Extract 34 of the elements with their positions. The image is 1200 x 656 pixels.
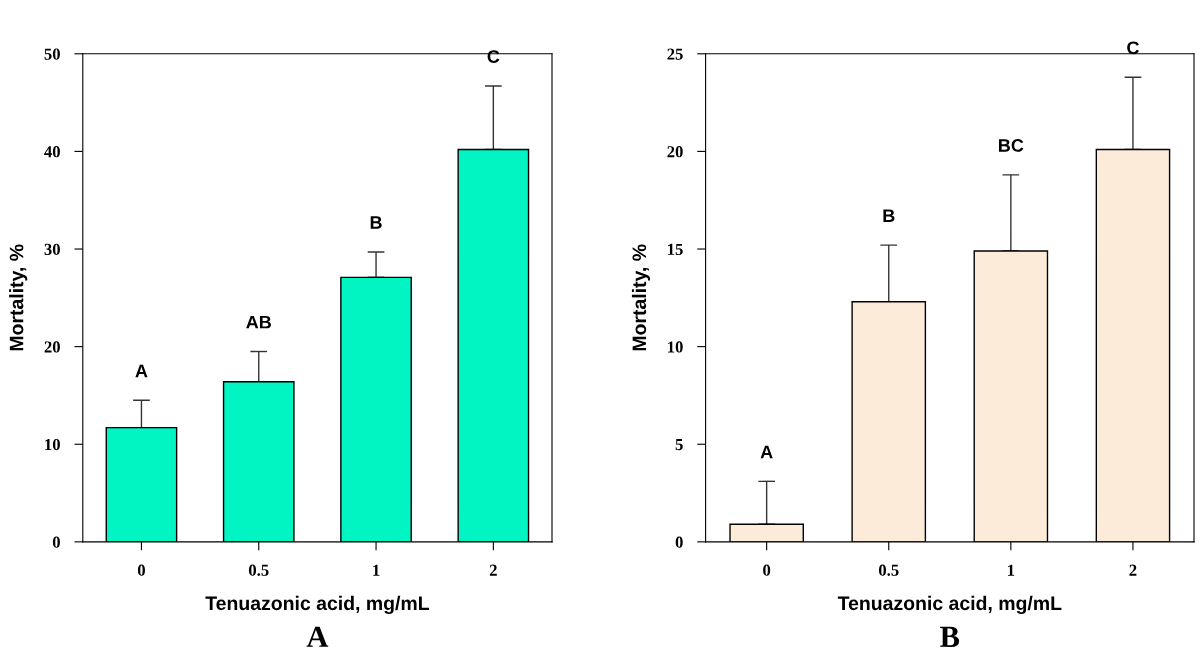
text: B [940,626,960,647]
annotation: A [135,364,148,378]
y-tick-label: 20 [667,146,683,158]
y-tick-label: 10 [668,341,683,353]
x-axis-title: Tenuazonic acid, mg/mL [205,595,429,615]
y-tick-label: 5 [675,439,683,451]
x-tick-label: 0.5 [878,564,899,576]
y-tick-label: 20 [44,341,60,353]
y-axis-title: Mortality, % [631,244,651,351]
y-tick-label: 15 [668,243,683,255]
x-tick-label: 0 [763,564,771,576]
text: A [306,626,329,647]
annotation: AB [246,315,271,329]
x-tick-label: 2 [1129,564,1137,576]
annotation: A [760,445,773,459]
y-tick-label: 10 [45,438,60,451]
annotation: C [487,50,500,63]
annotation: C [1127,41,1139,55]
y-tick-label: 0 [675,536,683,548]
y-tick-label: 50 [44,48,60,60]
y-tick-label: 25 [667,48,683,60]
annotation: B [883,209,895,222]
annotation: BC [999,139,1024,152]
x-tick-label: 1 [373,564,380,576]
y-axis-title: Mortality, % [9,244,28,351]
y-tick-label: 0 [52,536,60,548]
x-tick-label: 1 [1008,564,1015,576]
x-tick-label: 2 [489,564,497,576]
x-axis-title: Tenuazonic acid, mg/mL [837,595,1062,615]
y-tick-label: 30 [44,243,60,255]
annotation: B [370,216,382,229]
x-tick-label: 0 [137,564,145,576]
y-tick-label: 40 [44,146,60,158]
x-tick-label: 0.5 [248,564,269,576]
